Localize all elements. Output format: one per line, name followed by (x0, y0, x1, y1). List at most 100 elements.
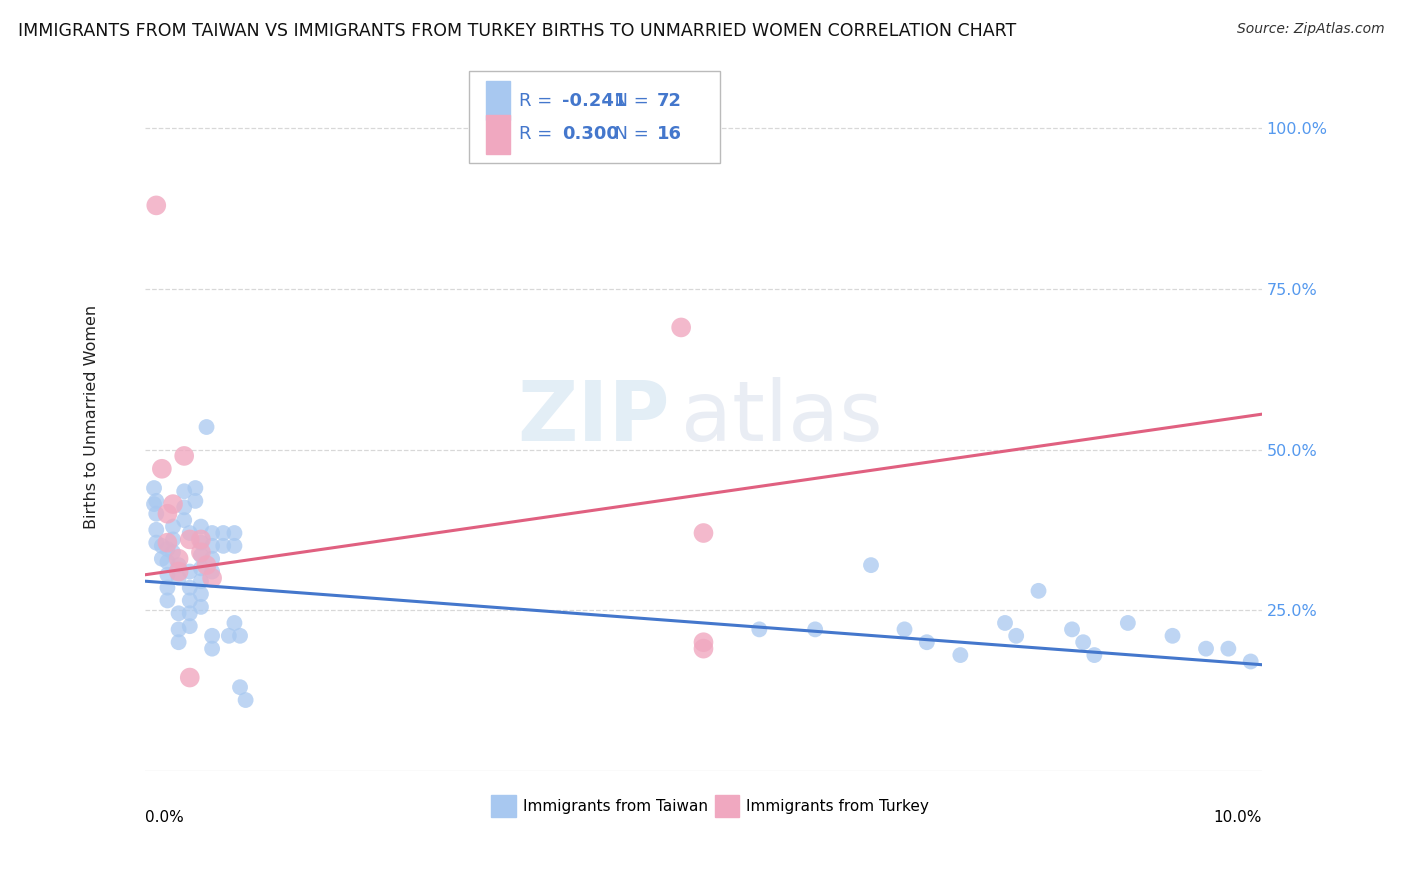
Text: Immigrants from Turkey: Immigrants from Turkey (747, 798, 929, 814)
Point (179, 671, 201, 685)
Point (692, 635, 714, 649)
Point (179, 565, 201, 579)
Text: 0.300: 0.300 (561, 126, 619, 144)
Point (1116, 615, 1139, 630)
Point (145, 535, 167, 549)
Text: N =: N = (603, 126, 654, 144)
Point (162, 519, 184, 533)
Point (915, 635, 938, 649)
Point (190, 519, 212, 533)
Point (229, 629, 252, 643)
Point (179, 607, 201, 621)
Point (156, 535, 179, 549)
Point (201, 641, 224, 656)
Point (190, 545, 212, 559)
Text: R =: R = (519, 126, 558, 144)
Point (195, 558, 218, 573)
Point (235, 693, 257, 707)
Point (218, 629, 240, 643)
Point (692, 526, 714, 541)
Point (212, 539, 235, 553)
Point (145, 198, 167, 212)
Point (167, 558, 190, 573)
Point (190, 587, 212, 601)
Point (156, 567, 179, 582)
Point (145, 494, 167, 508)
Point (156, 593, 179, 607)
Point (179, 526, 201, 541)
Point (1028, 583, 1050, 598)
Point (173, 449, 195, 463)
Point (145, 523, 167, 537)
Text: 10.0%: 10.0% (1213, 810, 1261, 824)
Point (173, 513, 195, 527)
Point (150, 539, 173, 553)
Point (201, 629, 224, 643)
Point (167, 551, 190, 566)
Point (1195, 641, 1218, 656)
Point (224, 526, 246, 541)
Point (162, 497, 184, 511)
Text: 16: 16 (657, 126, 682, 144)
Point (994, 615, 1017, 630)
Point (201, 526, 224, 541)
Text: R =: R = (519, 92, 558, 110)
Text: Immigrants from Taiwan: Immigrants from Taiwan (523, 798, 707, 814)
Point (201, 551, 224, 566)
Point (748, 623, 770, 637)
Point (173, 484, 195, 499)
Point (167, 623, 190, 637)
Point (1240, 655, 1263, 669)
Point (804, 623, 827, 637)
Point (162, 545, 184, 559)
Point (949, 648, 972, 662)
Text: ZIP: ZIP (517, 377, 671, 458)
Text: IMMIGRANTS FROM TAIWAN VS IMMIGRANTS FROM TURKEY BIRTHS TO UNMARRIED WOMEN CORRE: IMMIGRANTS FROM TAIWAN VS IMMIGRANTS FRO… (18, 22, 1017, 40)
Point (156, 507, 179, 521)
Point (156, 555, 179, 569)
Point (224, 539, 246, 553)
Point (184, 481, 207, 495)
Point (195, 420, 218, 434)
FancyBboxPatch shape (470, 71, 720, 163)
FancyBboxPatch shape (485, 115, 510, 153)
Point (162, 533, 184, 547)
Point (173, 500, 195, 515)
Point (201, 571, 224, 585)
Text: Births to Unmarried Women: Births to Unmarried Women (84, 305, 98, 530)
Point (179, 533, 201, 547)
Point (1071, 635, 1094, 649)
Text: atlas: atlas (681, 377, 883, 458)
Point (179, 581, 201, 595)
Point (190, 535, 212, 549)
Point (1083, 648, 1105, 662)
Point (201, 539, 224, 553)
Point (167, 635, 190, 649)
Point (190, 561, 212, 575)
FancyBboxPatch shape (491, 796, 516, 817)
Point (190, 599, 212, 614)
Point (179, 593, 201, 607)
Point (145, 507, 167, 521)
Point (1005, 629, 1028, 643)
FancyBboxPatch shape (485, 81, 510, 120)
Point (143, 497, 166, 511)
Text: 72: 72 (657, 92, 682, 110)
Point (167, 571, 190, 585)
Point (190, 574, 212, 589)
Text: 0.0%: 0.0% (145, 810, 184, 824)
Point (669, 320, 692, 334)
Point (229, 680, 252, 694)
Point (143, 481, 166, 495)
Point (1161, 629, 1184, 643)
Point (1218, 641, 1240, 656)
FancyBboxPatch shape (714, 796, 740, 817)
Point (167, 607, 190, 621)
Point (150, 551, 173, 566)
Point (190, 549, 212, 563)
Text: Source: ZipAtlas.com: Source: ZipAtlas.com (1237, 22, 1385, 37)
Point (167, 565, 190, 579)
Point (212, 526, 235, 541)
Point (692, 641, 714, 656)
Text: N =: N = (603, 92, 654, 110)
